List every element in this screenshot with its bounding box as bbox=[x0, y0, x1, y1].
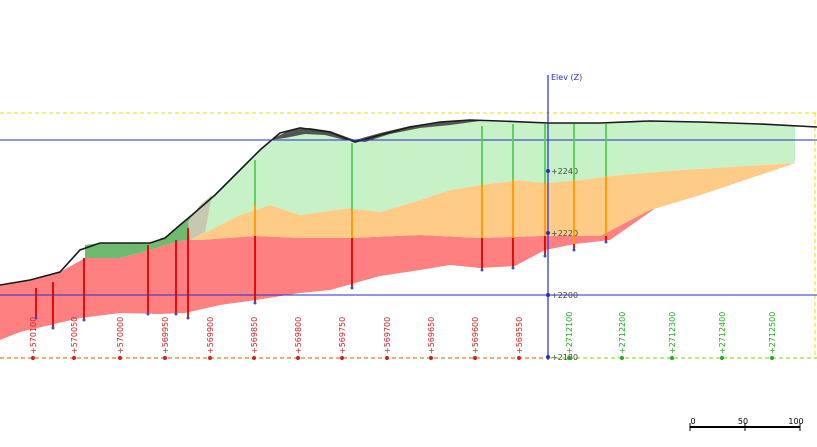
station-marker bbox=[163, 356, 167, 360]
elev-tick-marker bbox=[546, 231, 550, 235]
elev-tick-label: +2220 bbox=[551, 229, 578, 238]
station-label-right: +2712200 bbox=[618, 312, 627, 354]
station-label-left: +569950 bbox=[161, 317, 170, 354]
station-label-right: +2712500 bbox=[768, 312, 777, 354]
station-marker bbox=[620, 356, 624, 360]
layer-grey bbox=[188, 195, 212, 240]
layer-green bbox=[190, 121, 795, 240]
elev-tick-label: +2180 bbox=[551, 353, 578, 362]
layer-orange bbox=[190, 163, 795, 240]
station-label-right: +2712300 bbox=[668, 312, 677, 354]
elev-tick-label: +2200 bbox=[551, 291, 578, 300]
borehole-bottom-marker bbox=[511, 266, 515, 270]
borehole-bottom-marker bbox=[186, 316, 190, 320]
ground-surface-line bbox=[0, 119, 817, 286]
station-label-left: +569650 bbox=[427, 317, 436, 354]
borehole-bottom-marker bbox=[543, 254, 547, 258]
station-label-left: +569550 bbox=[515, 317, 524, 354]
station-marker bbox=[567, 356, 571, 360]
elev-tick-marker bbox=[546, 293, 550, 297]
borehole-bottom-marker bbox=[253, 301, 257, 305]
station-label-right: +2712400 bbox=[718, 312, 727, 354]
station-marker bbox=[429, 356, 433, 360]
station-marker bbox=[340, 356, 344, 360]
elev-tick-marker bbox=[546, 169, 550, 173]
station-label-left: +569700 bbox=[383, 317, 392, 354]
station-label-left: +569750 bbox=[338, 317, 347, 354]
station-marker bbox=[118, 356, 122, 360]
layer-red bbox=[0, 163, 795, 340]
axis-label: Elev (Z) bbox=[551, 73, 582, 82]
station-marker bbox=[385, 356, 389, 360]
station-marker bbox=[208, 356, 212, 360]
station-marker bbox=[720, 356, 724, 360]
station-label-left: +570000 bbox=[116, 317, 125, 354]
station-marker bbox=[770, 356, 774, 360]
borehole-bottom-marker bbox=[480, 268, 484, 272]
station-label-left: +570100 bbox=[29, 317, 38, 354]
borehole-bottom-marker bbox=[174, 312, 178, 316]
station-label-group: +570100 +570050 +570000 +569950 +569900 +5698… bbox=[29, 312, 777, 360]
scale-bar-label-100: 100 bbox=[788, 417, 803, 426]
layer-topsoil bbox=[270, 120, 480, 142]
station-label-left: +569800 bbox=[294, 317, 303, 354]
station-label-left: +569850 bbox=[250, 317, 259, 354]
elev-tick-label: +2240 bbox=[551, 167, 578, 176]
scale-bar-label-0: 0 bbox=[690, 417, 695, 426]
station-marker bbox=[31, 356, 35, 360]
station-label-left: +569600 bbox=[471, 317, 480, 354]
station-label-left: +569900 bbox=[206, 317, 215, 354]
scale-bar-label-50: 50 bbox=[738, 417, 748, 426]
borehole-group bbox=[34, 124, 608, 330]
station-marker bbox=[252, 356, 256, 360]
station-marker bbox=[72, 356, 76, 360]
station-label-left: +570050 bbox=[70, 317, 79, 354]
station-label-right: +2712100 bbox=[565, 312, 574, 354]
borehole-bottom-marker bbox=[51, 326, 55, 330]
station-marker bbox=[670, 356, 674, 360]
borehole-bottom-marker bbox=[604, 240, 608, 244]
station-marker bbox=[296, 356, 300, 360]
elev-tick-marker bbox=[546, 355, 550, 359]
borehole-bottom-marker bbox=[572, 248, 576, 252]
station-marker bbox=[517, 356, 521, 360]
station-marker bbox=[473, 356, 477, 360]
borehole-bottom-marker bbox=[350, 286, 354, 290]
borehole-bottom-marker bbox=[146, 312, 150, 316]
borehole-bottom-marker bbox=[82, 318, 86, 322]
borehole-bottom-marker bbox=[34, 316, 38, 320]
elevation-tick-group: +2240 +2220 +2200 +2180 bbox=[546, 167, 578, 362]
scale-bar: 0 50 100 bbox=[689, 417, 804, 431]
